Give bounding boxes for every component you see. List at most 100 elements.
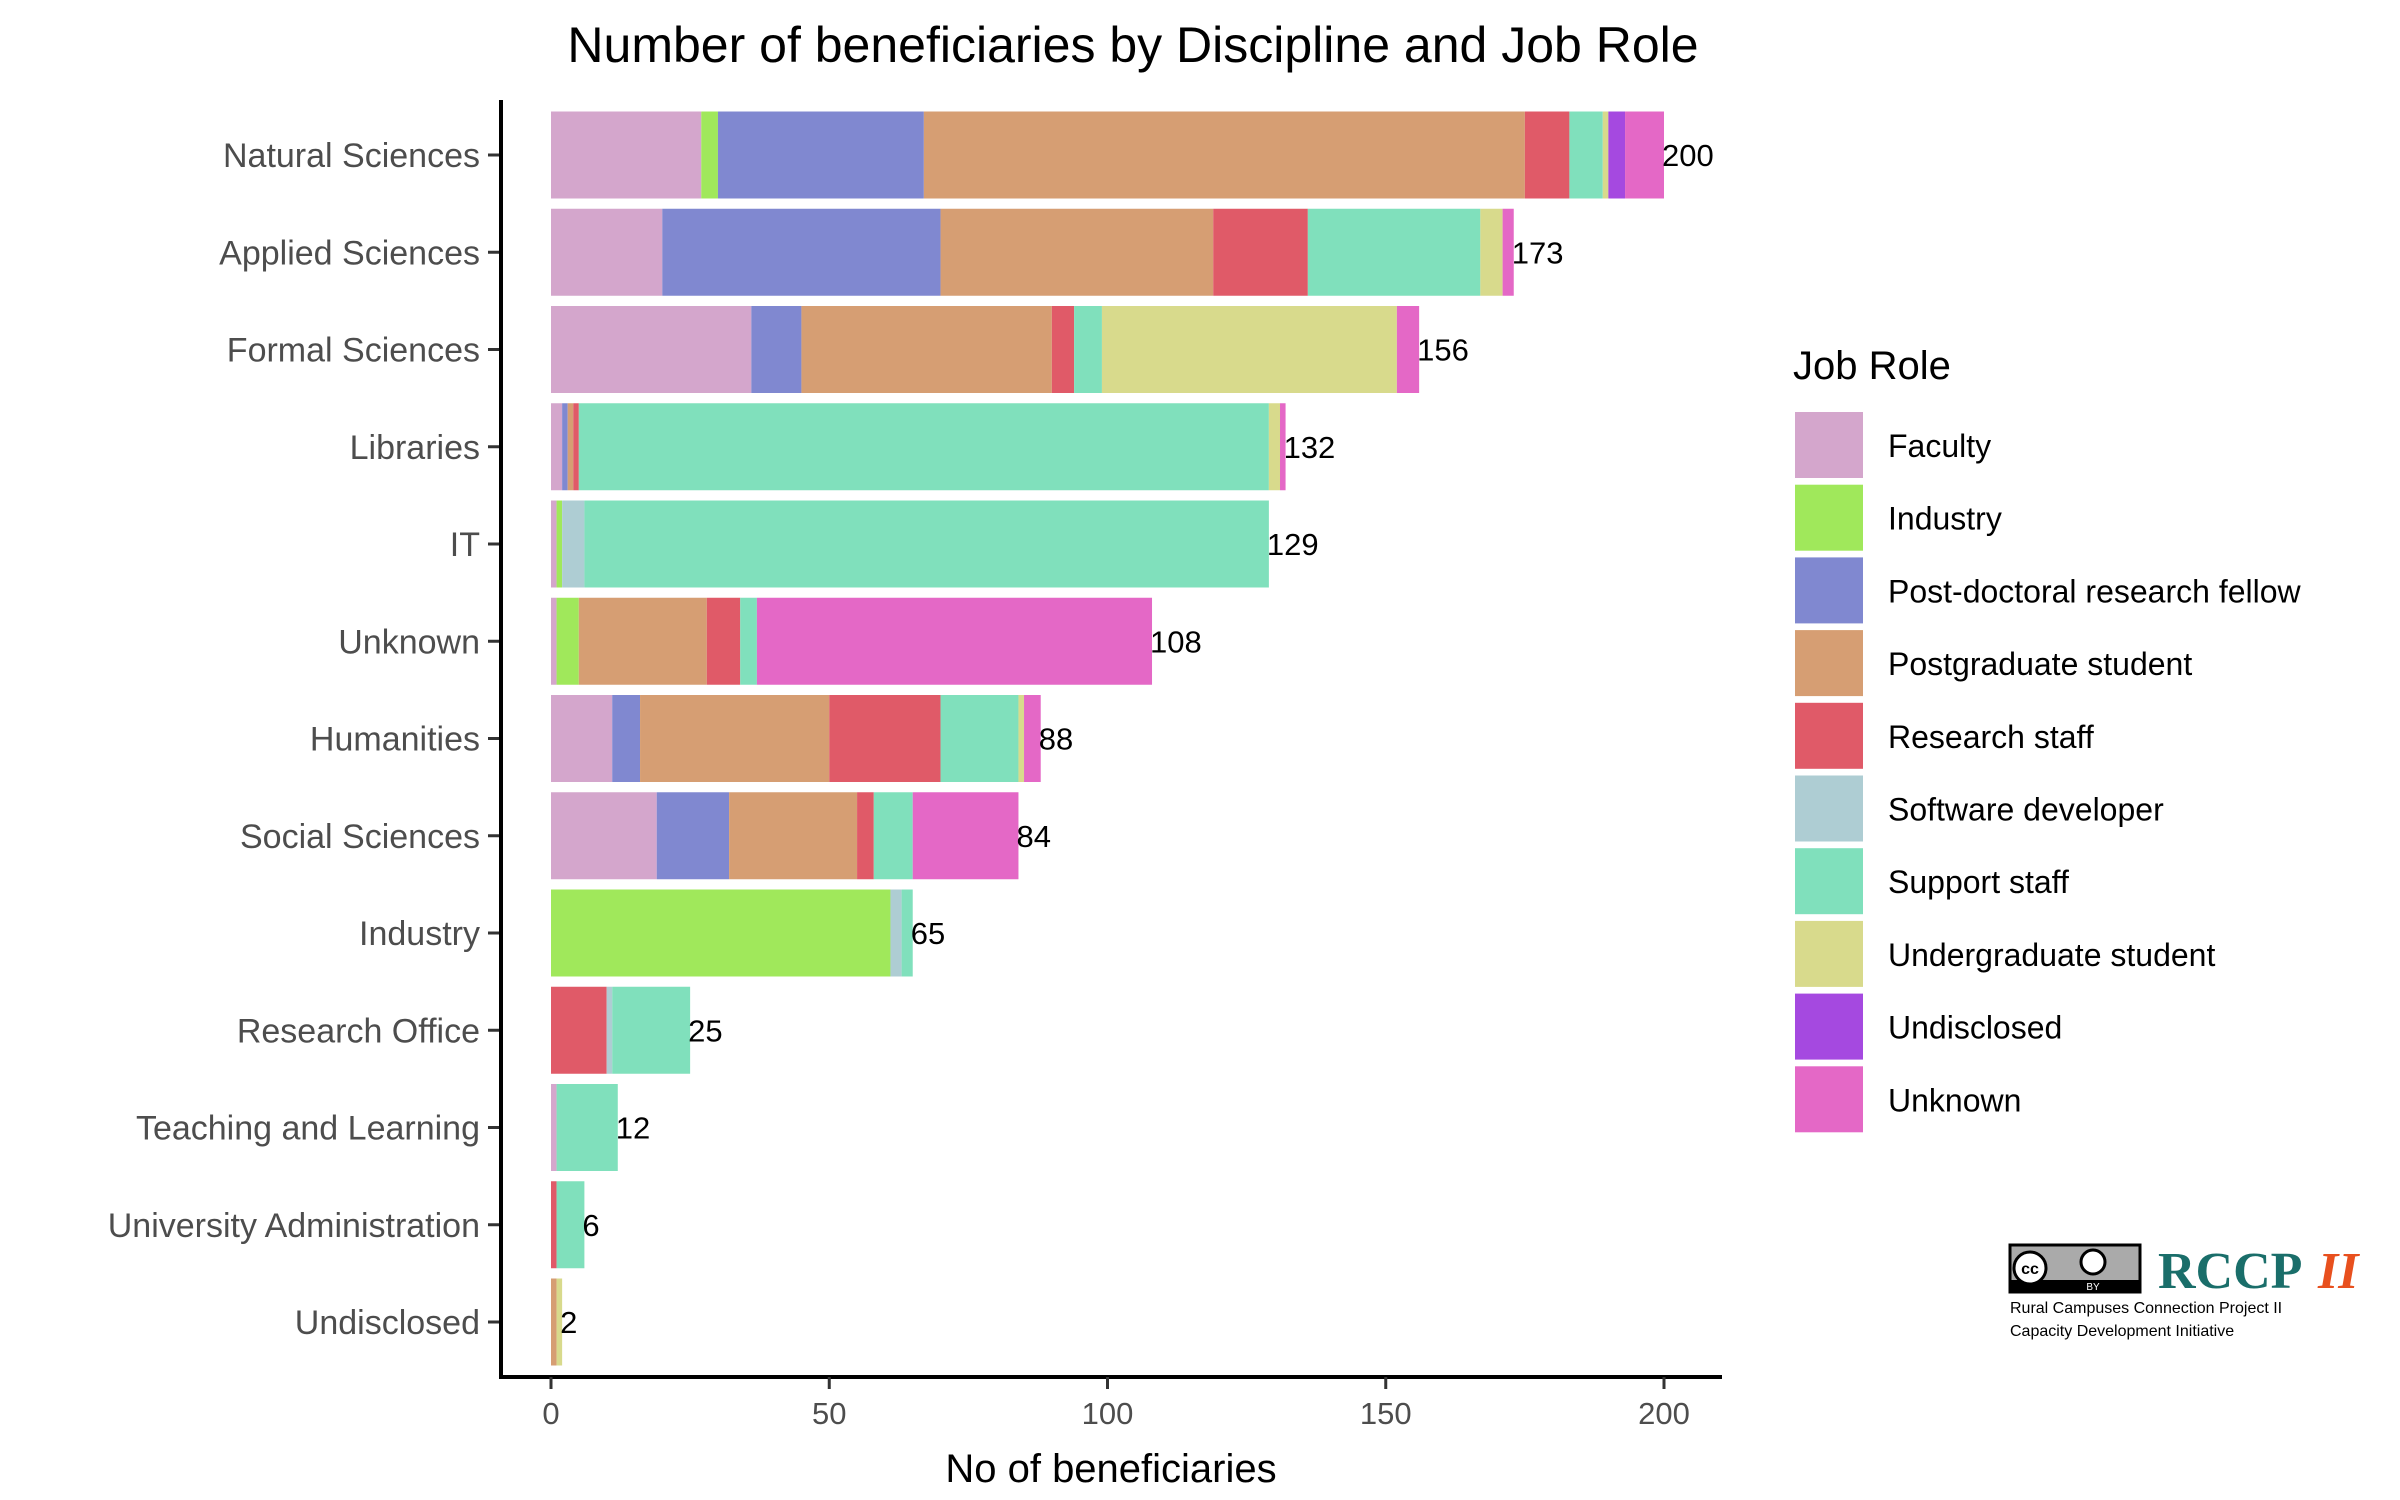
bar-segment <box>556 1181 585 1269</box>
bar-segment <box>562 500 585 588</box>
bar-segment <box>662 208 941 296</box>
bar-segment <box>1502 208 1514 296</box>
bar-segment <box>901 889 913 977</box>
x-tick-label: 200 <box>1638 1396 1690 1431</box>
bar-segment <box>1307 208 1481 296</box>
bar-segment <box>1396 306 1420 393</box>
category-label: Social Sciences <box>240 818 480 856</box>
bar-segment <box>656 792 730 880</box>
bar-segment <box>551 208 663 296</box>
bar-segment <box>890 889 902 977</box>
x-tick-label: 100 <box>1082 1396 1134 1431</box>
bar-segment <box>1625 111 1664 199</box>
bar-segment <box>551 1181 557 1269</box>
bar-segment <box>551 792 657 880</box>
category-label: Humanities <box>310 721 480 759</box>
bar-segment <box>584 500 1269 588</box>
bar-segment <box>829 695 941 782</box>
legend: Job Role Faculty Industry Post-doctoral re… <box>1793 344 2302 1133</box>
bar-segment <box>556 597 579 685</box>
logo-line2: Capacity Development Initiative <box>2010 1323 2234 1340</box>
legend-key <box>1795 630 1863 697</box>
total-label: 200 <box>1662 138 1714 173</box>
bar-segment <box>1074 306 1102 393</box>
total-label: 12 <box>616 1111 650 1146</box>
legend-label: Postgraduate student <box>1888 646 2192 682</box>
x-tick-label: 0 <box>542 1396 559 1431</box>
by-person-icon <box>2079 1248 2107 1276</box>
bar-segment <box>578 597 707 685</box>
bar-segment <box>923 111 1525 199</box>
rccp-logo: cc BY RCCP II Rural Campuses Connection … <box>2008 1243 2360 1340</box>
total-label: 173 <box>1512 235 1564 270</box>
legend-label: Unknown <box>1888 1082 2021 1118</box>
bar-segment <box>551 889 891 977</box>
bar-segment <box>1051 306 1075 393</box>
bar-segment <box>556 500 563 588</box>
bar-segment <box>562 403 568 491</box>
total-label: 132 <box>1284 430 1336 465</box>
x-tick-label: 50 <box>812 1396 846 1431</box>
legend-label: Undergraduate student <box>1888 937 2215 973</box>
legend-key <box>1795 1066 1863 1133</box>
category-labels: Natural Sciences Applied Sciences Formal S… <box>108 137 480 1342</box>
bar-segment <box>756 597 1153 685</box>
bar-segment <box>551 597 557 685</box>
bar-segment <box>706 597 741 685</box>
legend-key <box>1795 484 1863 551</box>
legend-label: Support staff <box>1888 864 2069 900</box>
legend-label: Industry <box>1888 501 2002 537</box>
bar-segment <box>1018 695 1025 782</box>
category-label: University Administration <box>108 1207 480 1245</box>
legend-label: Software developer <box>1888 792 2164 828</box>
bar-segment <box>612 695 641 782</box>
legend-key <box>1795 920 1863 987</box>
legend-key <box>1795 412 1863 478</box>
category-label: Undisclosed <box>295 1304 480 1342</box>
legend-key <box>1795 993 1863 1060</box>
legend-key <box>1795 557 1863 624</box>
bar-segment <box>1608 111 1626 199</box>
total-label: 156 <box>1417 333 1469 368</box>
bar-segment <box>1569 111 1603 199</box>
category-label: IT <box>450 526 480 564</box>
bar-segment <box>556 1278 563 1366</box>
bar-segment <box>556 1084 618 1171</box>
bar-segment <box>1268 403 1281 491</box>
legend-label: Undisclosed <box>1888 1010 2062 1046</box>
x-axis-label: No of beneficiaries <box>945 1447 1276 1491</box>
bar-segment <box>1280 403 1286 491</box>
category-label: Applied Sciences <box>219 234 480 272</box>
legend-key <box>1795 848 1863 915</box>
legend-label: Post-doctoral research fellow <box>1888 573 2302 609</box>
svg-text:BY: BY <box>2086 1282 2100 1293</box>
legend-key <box>1795 775 1863 842</box>
bar-segment <box>551 500 557 588</box>
bar-segment <box>551 986 607 1074</box>
bar-segment <box>701 111 718 199</box>
bars-group: 200 173 156 132 129 108 88 84 65 25 12 6 2 <box>551 111 1714 1366</box>
logo-line1: Rural Campuses Connection Project II <box>2010 1300 2282 1317</box>
bar-segment <box>551 306 752 393</box>
bar-segment <box>912 792 1019 880</box>
axes: 0 50 100 150 200 <box>488 100 1722 1431</box>
chart-title: Number of beneficiaries by Discipline an… <box>567 17 1698 73</box>
category-label: Teaching and Learning <box>136 1110 480 1148</box>
bar-segment <box>1213 208 1308 296</box>
total-label: 108 <box>1150 624 1202 659</box>
bar-segment <box>1024 695 1041 782</box>
bar-segment <box>873 792 913 880</box>
bar-segment <box>551 111 702 199</box>
bar-segment <box>551 1278 557 1366</box>
category-label: Libraries <box>350 429 480 467</box>
bar-segment <box>1480 208 1503 296</box>
bar-segment <box>751 306 802 393</box>
total-label: 84 <box>1016 819 1050 854</box>
bar-segment <box>1602 111 1609 199</box>
bar-segment <box>1524 111 1570 199</box>
category-label: Formal Sciences <box>227 332 480 370</box>
total-label: 25 <box>688 1013 722 1048</box>
bar-segment <box>551 695 613 782</box>
total-label: 88 <box>1039 722 1073 757</box>
